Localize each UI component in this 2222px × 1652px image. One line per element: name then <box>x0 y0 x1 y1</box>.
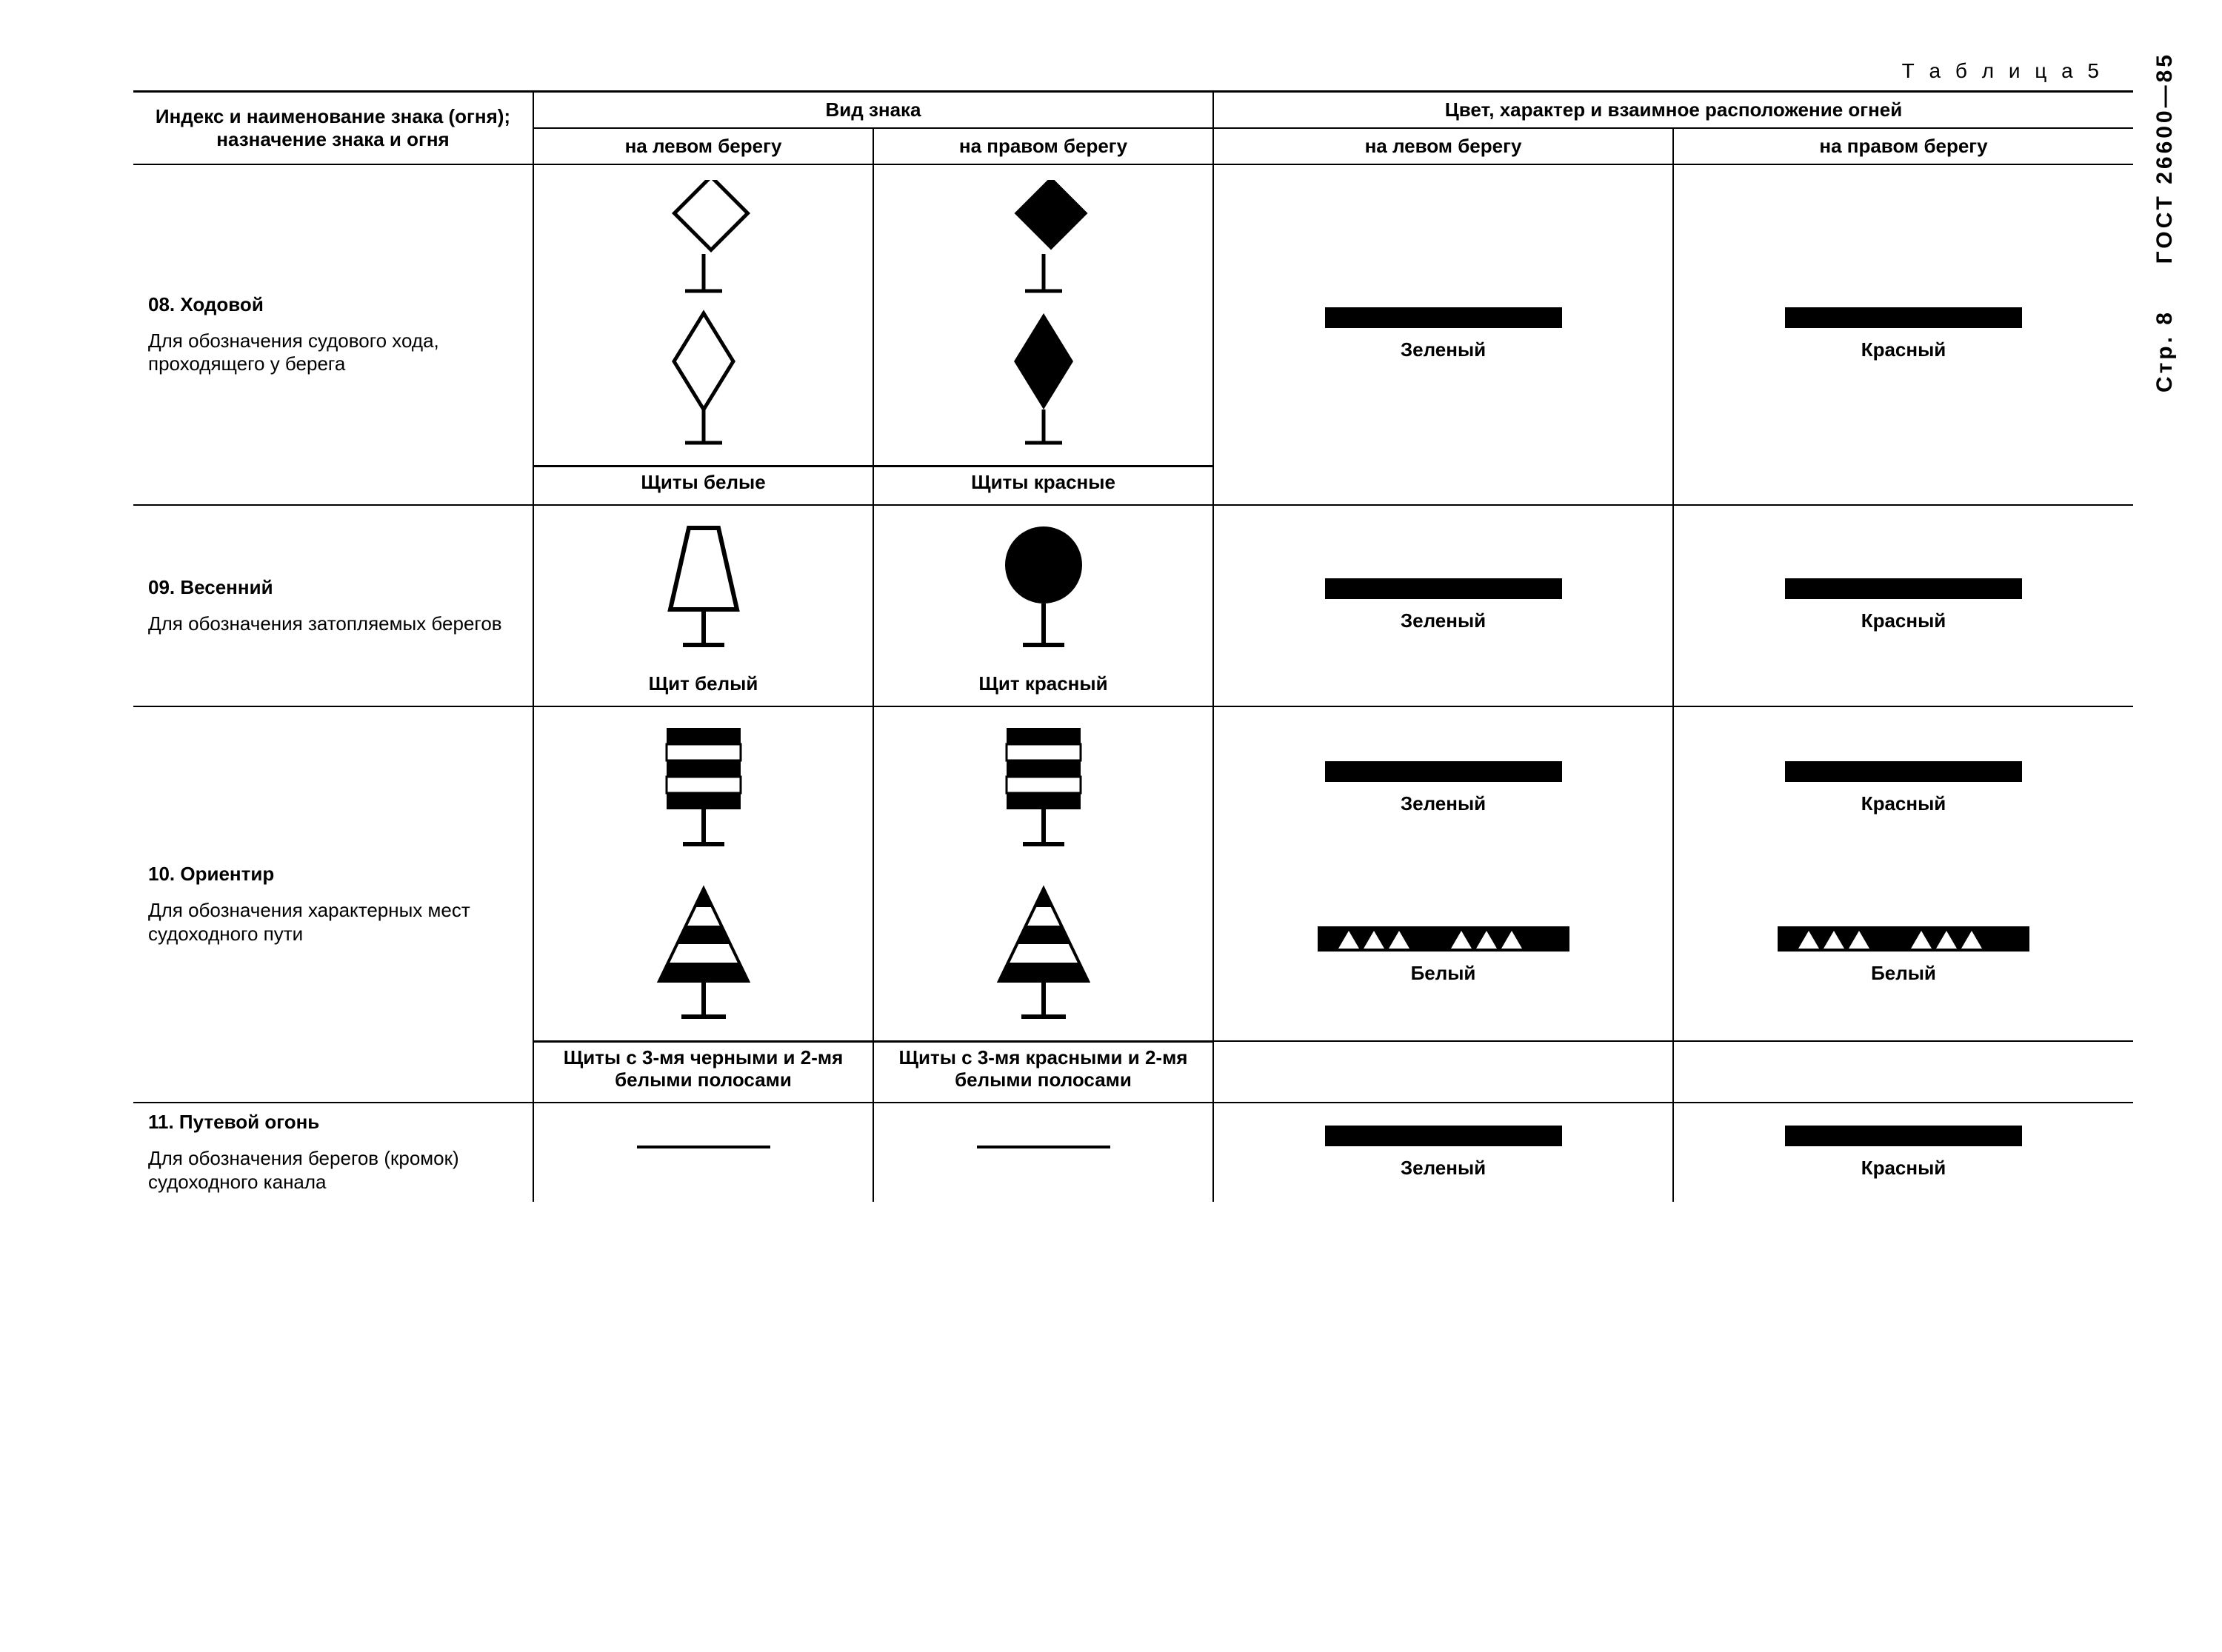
diamond-square-outline-icon <box>655 180 752 310</box>
header-light-left: на левом берегу <box>1213 128 1673 164</box>
row-index: 09. Весенний <box>148 576 522 599</box>
row-purpose: Для обозначения судового хода, проходяще… <box>148 330 522 375</box>
striped-rect-sign-icon <box>648 722 759 863</box>
row-index: 11. Путевой огонь <box>148 1111 522 1134</box>
sign-right-cell <box>873 505 1213 669</box>
light-bar-icon <box>1785 578 2022 599</box>
sign-left-cell-2 <box>533 870 873 1042</box>
header-light-group: Цвет, характер и взаимное расположение о… <box>1213 92 2133 129</box>
light-label: Красный <box>1861 338 1946 361</box>
table-row: 11. Путевой огонь Для обозначения берего… <box>133 1103 2133 1202</box>
light-bar-icon <box>1325 761 1562 782</box>
light-right-cell: Красный <box>1673 164 2133 505</box>
table-row: 09. Весенний Для обозначения затопляемых… <box>133 505 2133 669</box>
sign-left-cell <box>533 706 873 870</box>
dash-icon <box>637 1146 770 1148</box>
light-label: Красный <box>1861 609 1946 632</box>
light-right-cell: Красный <box>1673 1103 2133 1202</box>
light-right-cell-2: Белый <box>1673 870 2133 1042</box>
light-bar-icon <box>1785 1126 2022 1146</box>
sign-caption-right: Щит красный <box>873 669 1213 706</box>
sign-caption-right: Щиты с 3-мя красными и 2-мя белыми полос… <box>873 1041 1213 1102</box>
light-label: Белый <box>1871 962 1936 984</box>
row-purpose: Для обозначения берегов (кромок) судоход… <box>148 1147 522 1193</box>
striped-rect-sign-icon <box>988 722 1099 863</box>
header-index: Индекс и наименование знака (огня); назн… <box>133 92 533 165</box>
empty-cell <box>1673 1041 2133 1102</box>
page: Стр. 8 ГОСТ 26600—85 Т а б л и ц а 5 Инд… <box>0 0 2222 1652</box>
sign-right-cell <box>873 1103 1213 1202</box>
light-left-cell: Зеленый <box>1213 1103 1673 1202</box>
light-right-cell: Красный <box>1673 706 2133 870</box>
light-label: Красный <box>1861 792 1946 815</box>
diamond-rhombus-outline-icon <box>655 310 752 458</box>
table-row: 08. Ходовой Для обозначения судового ход… <box>133 164 2133 466</box>
light-triangles-icon <box>1318 926 1569 952</box>
striped-triangle-sign-icon <box>644 885 763 1033</box>
light-right-cell: Красный <box>1673 505 2133 706</box>
header-light-right: на правом берегу <box>1673 128 2133 164</box>
diamond-rhombus-filled-icon <box>995 310 1092 458</box>
sign-right-cell <box>873 164 1213 466</box>
table-row: 10. Ориентир Для обозначения характерных… <box>133 706 2133 870</box>
sign-caption-right: Щиты красные <box>873 466 1213 505</box>
light-bar-icon <box>1785 307 2022 328</box>
header-sign-right: на правом берегу <box>873 128 1213 164</box>
light-bar-icon <box>1785 761 2022 782</box>
signs-table: Индекс и наименование знака (огня); назн… <box>133 90 2133 1202</box>
light-triangles-icon <box>1778 926 2029 952</box>
light-label: Зеленый <box>1401 609 1486 632</box>
trapezoid-outline-icon <box>652 521 755 661</box>
sign-left-cell <box>533 164 873 466</box>
row-index: 10. Ориентир <box>148 863 522 886</box>
light-left-cell: Зеленый <box>1213 505 1673 706</box>
sign-caption-left: Щиты белые <box>533 466 873 505</box>
sign-right-cell <box>873 706 1213 870</box>
empty-cell <box>1213 1041 1673 1102</box>
light-label: Зеленый <box>1401 338 1486 361</box>
diamond-square-filled-icon <box>995 180 1092 310</box>
table-header: Индекс и наименование знака (огня); назн… <box>133 92 2133 165</box>
light-left-cell: Зеленый <box>1213 164 1673 505</box>
light-bar-icon <box>1325 578 1562 599</box>
sign-caption-left: Щиты с 3-мя черными и 2-мя белыми полоса… <box>533 1041 873 1102</box>
light-left-cell: Зеленый <box>1213 706 1673 870</box>
light-bar-icon <box>1325 1126 1562 1146</box>
header-sign-group: Вид знака <box>533 92 1213 129</box>
light-left-cell-2: Белый <box>1213 870 1673 1042</box>
light-label: Зеленый <box>1401 1157 1486 1179</box>
light-bar-icon <box>1325 307 1562 328</box>
standard-code: ГОСТ 26600—85 <box>2152 52 2177 264</box>
header-sign-left: на левом берегу <box>533 128 873 164</box>
row-purpose: Для обозначения затопляемых берегов <box>148 612 522 635</box>
sign-right-cell-2 <box>873 870 1213 1042</box>
row-purpose: Для обозначения характерных мест судоход… <box>148 899 522 945</box>
side-header: Стр. 8 ГОСТ 26600—85 <box>2152 52 2178 392</box>
sign-left-cell <box>533 1103 873 1202</box>
sign-left-cell <box>533 505 873 669</box>
table-caption: Т а б л и ц а 5 <box>133 59 2133 83</box>
circle-filled-icon <box>992 521 1095 661</box>
light-label: Зеленый <box>1401 792 1486 815</box>
dash-icon <box>977 1146 1110 1148</box>
striped-triangle-sign-icon <box>984 885 1103 1033</box>
sign-caption-left: Щит белый <box>533 669 873 706</box>
light-label: Белый <box>1411 962 1476 984</box>
row-index: 08. Ходовой <box>148 293 522 316</box>
page-number: Стр. 8 <box>2152 310 2177 392</box>
light-label: Красный <box>1861 1157 1946 1179</box>
